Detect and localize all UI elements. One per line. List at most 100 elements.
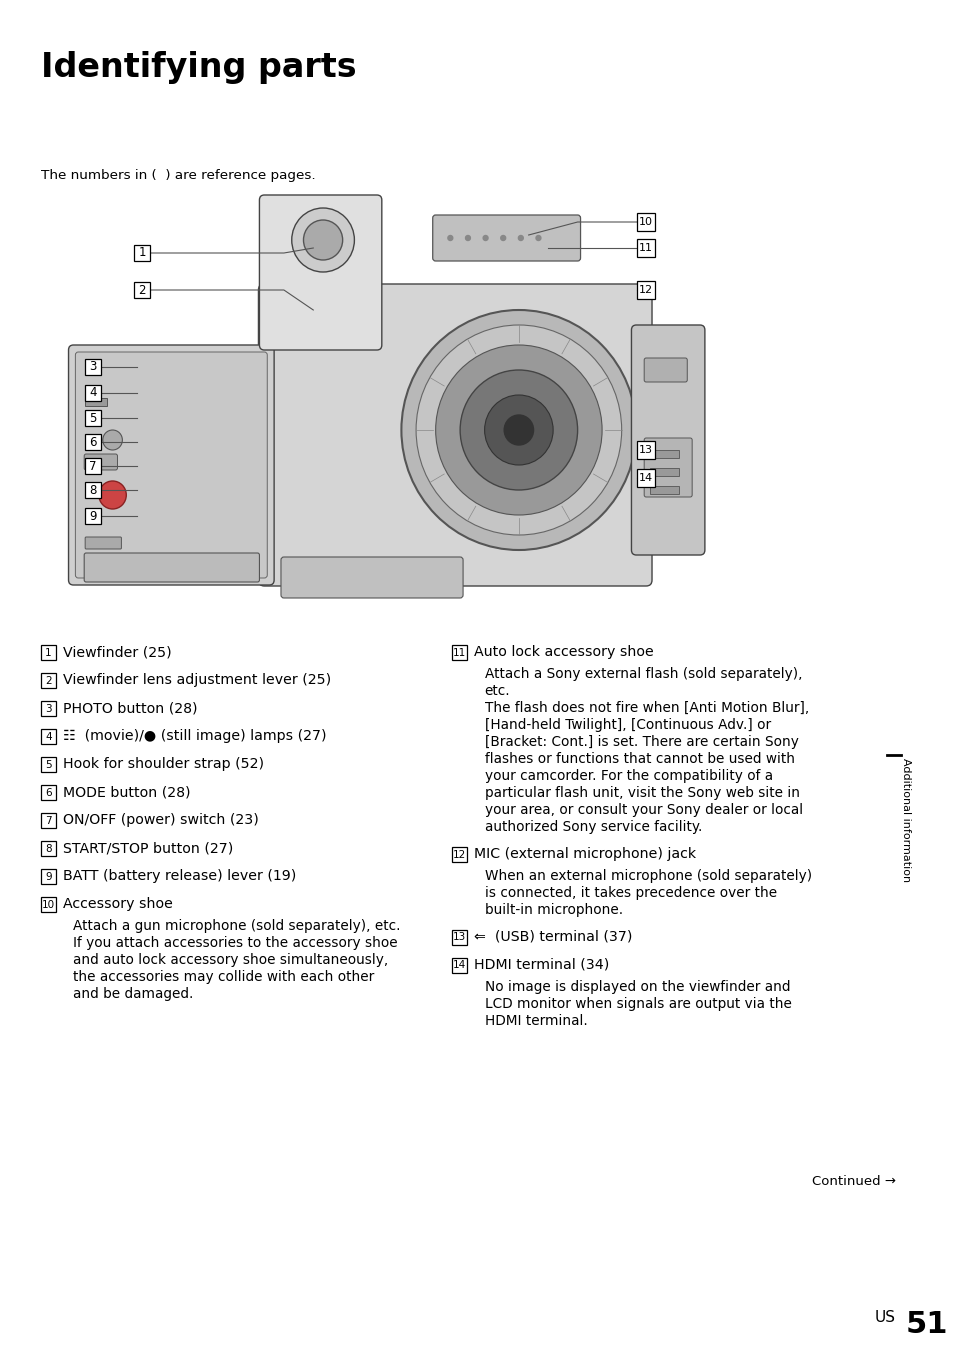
Text: authorized Sony service facility.: authorized Sony service facility. — [484, 821, 701, 834]
Circle shape — [517, 235, 523, 241]
Bar — [41, 869, 55, 884]
Bar — [41, 841, 55, 856]
Text: flashes or functions that cannot be used with: flashes or functions that cannot be used… — [484, 752, 794, 767]
Text: 1: 1 — [45, 648, 51, 657]
Bar — [85, 508, 101, 525]
FancyBboxPatch shape — [75, 352, 267, 579]
Text: particular flash unit, visit the Sony web site in: particular flash unit, visit the Sony we… — [484, 786, 799, 800]
Circle shape — [484, 395, 553, 465]
Text: 12: 12 — [453, 849, 466, 860]
Text: No image is displayed on the viewfinder and: No image is displayed on the viewfinder … — [484, 980, 789, 994]
FancyBboxPatch shape — [643, 438, 692, 498]
Text: and be damaged.: and be damaged. — [73, 987, 193, 1000]
Circle shape — [447, 235, 453, 241]
Text: 11: 11 — [639, 243, 653, 253]
Text: 6: 6 — [90, 435, 96, 449]
Text: Additional information: Additional information — [900, 758, 909, 882]
Text: 9: 9 — [90, 510, 96, 522]
Text: 8: 8 — [45, 844, 51, 853]
Text: 9: 9 — [45, 872, 51, 882]
Text: 3: 3 — [90, 361, 96, 373]
Bar — [41, 757, 55, 772]
Text: Accessory shoe: Accessory shoe — [63, 896, 172, 911]
Bar — [85, 385, 101, 402]
Text: [Hand-held Twilight], [Continuous Adv.] or: [Hand-held Twilight], [Continuous Adv.] … — [484, 718, 770, 731]
Text: 11: 11 — [453, 648, 466, 657]
Text: built-in microphone.: built-in microphone. — [484, 903, 622, 917]
Text: If you attach accessories to the accessory shoe: If you attach accessories to the accesso… — [73, 936, 397, 950]
Text: 2: 2 — [45, 676, 51, 685]
Text: BATT (battery release) lever (19): BATT (battery release) lever (19) — [63, 869, 295, 883]
Circle shape — [459, 370, 577, 489]
Bar — [637, 281, 655, 299]
Circle shape — [401, 310, 636, 550]
Circle shape — [536, 235, 540, 241]
Bar — [41, 813, 55, 827]
Bar — [41, 896, 55, 913]
Circle shape — [482, 235, 488, 241]
Bar — [85, 410, 101, 426]
Bar — [452, 959, 467, 973]
Text: [Bracket: Cont.] is set. There are certain Sony: [Bracket: Cont.] is set. There are certa… — [484, 735, 798, 749]
Text: ⇐  (USB) terminal (37): ⇐ (USB) terminal (37) — [474, 930, 632, 944]
Bar — [85, 397, 107, 406]
Text: your area, or consult your Sony dealer or local: your area, or consult your Sony dealer o… — [484, 803, 801, 817]
Circle shape — [416, 324, 621, 535]
Bar — [85, 360, 101, 375]
Text: 14: 14 — [453, 960, 466, 971]
Text: 5: 5 — [45, 760, 51, 769]
Bar — [637, 441, 655, 458]
Text: Hook for shoulder strap (52): Hook for shoulder strap (52) — [63, 757, 263, 771]
Text: your camcorder. For the compatibility of a: your camcorder. For the compatibility of… — [484, 769, 772, 783]
FancyBboxPatch shape — [259, 195, 381, 350]
FancyBboxPatch shape — [281, 557, 462, 598]
Bar — [134, 283, 150, 297]
Bar — [85, 483, 101, 498]
Text: 13: 13 — [639, 445, 653, 456]
Text: Auto lock accessory shoe: Auto lock accessory shoe — [474, 645, 653, 658]
Text: 7: 7 — [90, 460, 96, 472]
Bar — [41, 700, 55, 717]
FancyBboxPatch shape — [84, 454, 117, 470]
Bar — [637, 214, 655, 231]
Bar — [649, 468, 679, 476]
Circle shape — [99, 481, 126, 508]
Text: is connected, it takes precedence over the: is connected, it takes precedence over t… — [484, 886, 776, 900]
Bar — [637, 469, 655, 487]
Text: MODE button (28): MODE button (28) — [63, 786, 190, 799]
Text: Attach a Sony external flash (sold separately),: Attach a Sony external flash (sold separ… — [484, 667, 801, 681]
Text: the accessories may collide with each other: the accessories may collide with each ot… — [73, 969, 375, 984]
Text: etc.: etc. — [484, 684, 510, 698]
Text: 8: 8 — [90, 484, 96, 496]
Bar — [134, 245, 150, 261]
Text: ON/OFF (power) switch (23): ON/OFF (power) switch (23) — [63, 813, 258, 827]
Text: 2: 2 — [138, 284, 146, 296]
Bar — [85, 458, 101, 475]
Text: 1: 1 — [138, 246, 146, 260]
Text: 7: 7 — [45, 815, 51, 826]
Bar — [452, 846, 467, 863]
Text: MIC (external microphone) jack: MIC (external microphone) jack — [474, 846, 696, 861]
Circle shape — [500, 235, 505, 241]
Bar — [85, 434, 101, 450]
FancyBboxPatch shape — [631, 324, 704, 556]
Circle shape — [303, 220, 342, 260]
Circle shape — [465, 235, 470, 241]
Bar — [637, 239, 655, 257]
Bar — [649, 485, 679, 493]
FancyBboxPatch shape — [258, 284, 651, 585]
Text: US: US — [874, 1310, 895, 1325]
Text: Continued →: Continued → — [811, 1175, 895, 1188]
Text: Viewfinder (25): Viewfinder (25) — [63, 645, 172, 658]
Bar — [41, 729, 55, 744]
Text: The flash does not fire when [Anti Motion Blur],: The flash does not fire when [Anti Motio… — [484, 700, 808, 715]
Circle shape — [436, 345, 601, 515]
Text: HDMI terminal (34): HDMI terminal (34) — [474, 959, 608, 972]
FancyBboxPatch shape — [69, 345, 274, 585]
Text: When an external microphone (sold separately): When an external microphone (sold separa… — [484, 869, 811, 883]
Text: LCD monitor when signals are output via the: LCD monitor when signals are output via … — [484, 996, 791, 1011]
Text: and auto lock accessory shoe simultaneously,: and auto lock accessory shoe simultaneou… — [73, 953, 388, 967]
Bar — [41, 673, 55, 688]
Text: 3: 3 — [45, 703, 51, 714]
FancyBboxPatch shape — [84, 553, 259, 581]
